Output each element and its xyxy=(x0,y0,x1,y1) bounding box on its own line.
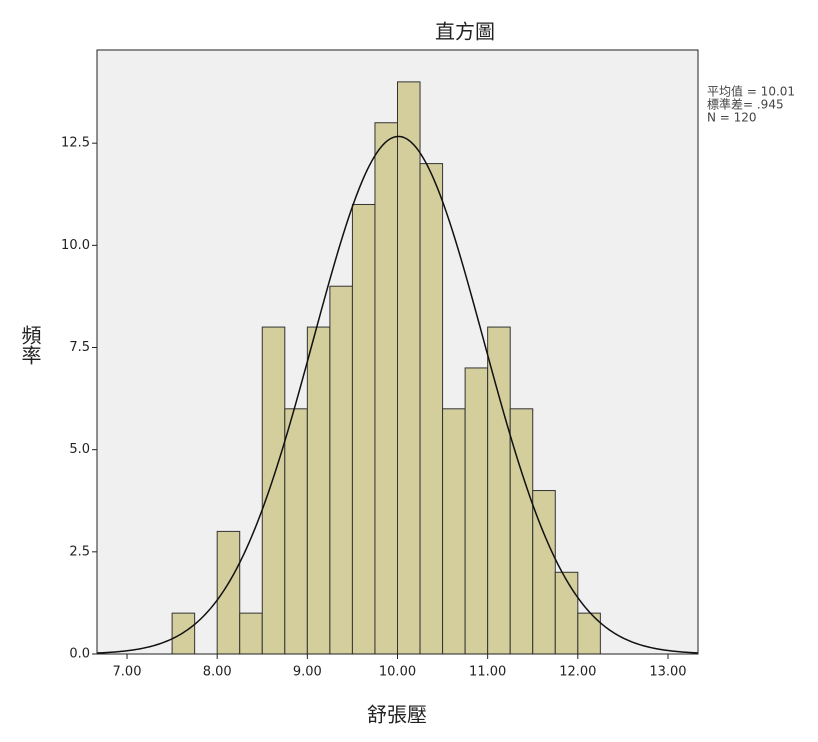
y-tick-label: 5.0 xyxy=(69,442,90,457)
y-tick-label: 0.0 xyxy=(69,647,90,662)
y-tick-label: 12.5 xyxy=(61,136,90,151)
bar xyxy=(171,612,196,655)
x-tick-label: 8.00 xyxy=(203,665,232,680)
x-tick-label: 7.00 xyxy=(113,665,142,680)
plot-frame xyxy=(96,49,699,655)
x-tick-label: 11.00 xyxy=(469,665,506,680)
bar xyxy=(351,203,376,655)
y-tick-label: 10.0 xyxy=(61,238,90,253)
bar xyxy=(419,163,444,655)
bar xyxy=(374,122,398,655)
stats-text: 標準差= .945 xyxy=(707,97,784,112)
bar xyxy=(397,81,421,655)
bar xyxy=(329,285,353,655)
bar xyxy=(216,530,241,655)
bar xyxy=(487,326,511,655)
bar xyxy=(284,408,308,655)
bar xyxy=(554,571,579,655)
y-axis-label: 頻率 xyxy=(18,325,42,365)
x-axis-label: 舒張壓 xyxy=(367,703,427,727)
bar xyxy=(464,367,489,655)
chart-title: 直方圖 xyxy=(435,20,495,44)
x-tick-label: 12.00 xyxy=(559,665,596,680)
y-tick-label: 2.5 xyxy=(69,544,90,559)
bar xyxy=(306,326,331,655)
bar xyxy=(442,408,466,655)
x-tick-label: 9.00 xyxy=(293,665,322,680)
x-tick-label: 13.00 xyxy=(649,665,686,680)
y-tick-label: 7.5 xyxy=(69,340,90,355)
bar xyxy=(261,326,286,655)
stats-text: N = 120 xyxy=(707,111,757,125)
normal-curve xyxy=(96,135,699,654)
x-tick-label: 10.00 xyxy=(379,665,416,680)
bar xyxy=(239,612,263,655)
stats-text: 平均值 = 10.01 xyxy=(707,84,795,99)
